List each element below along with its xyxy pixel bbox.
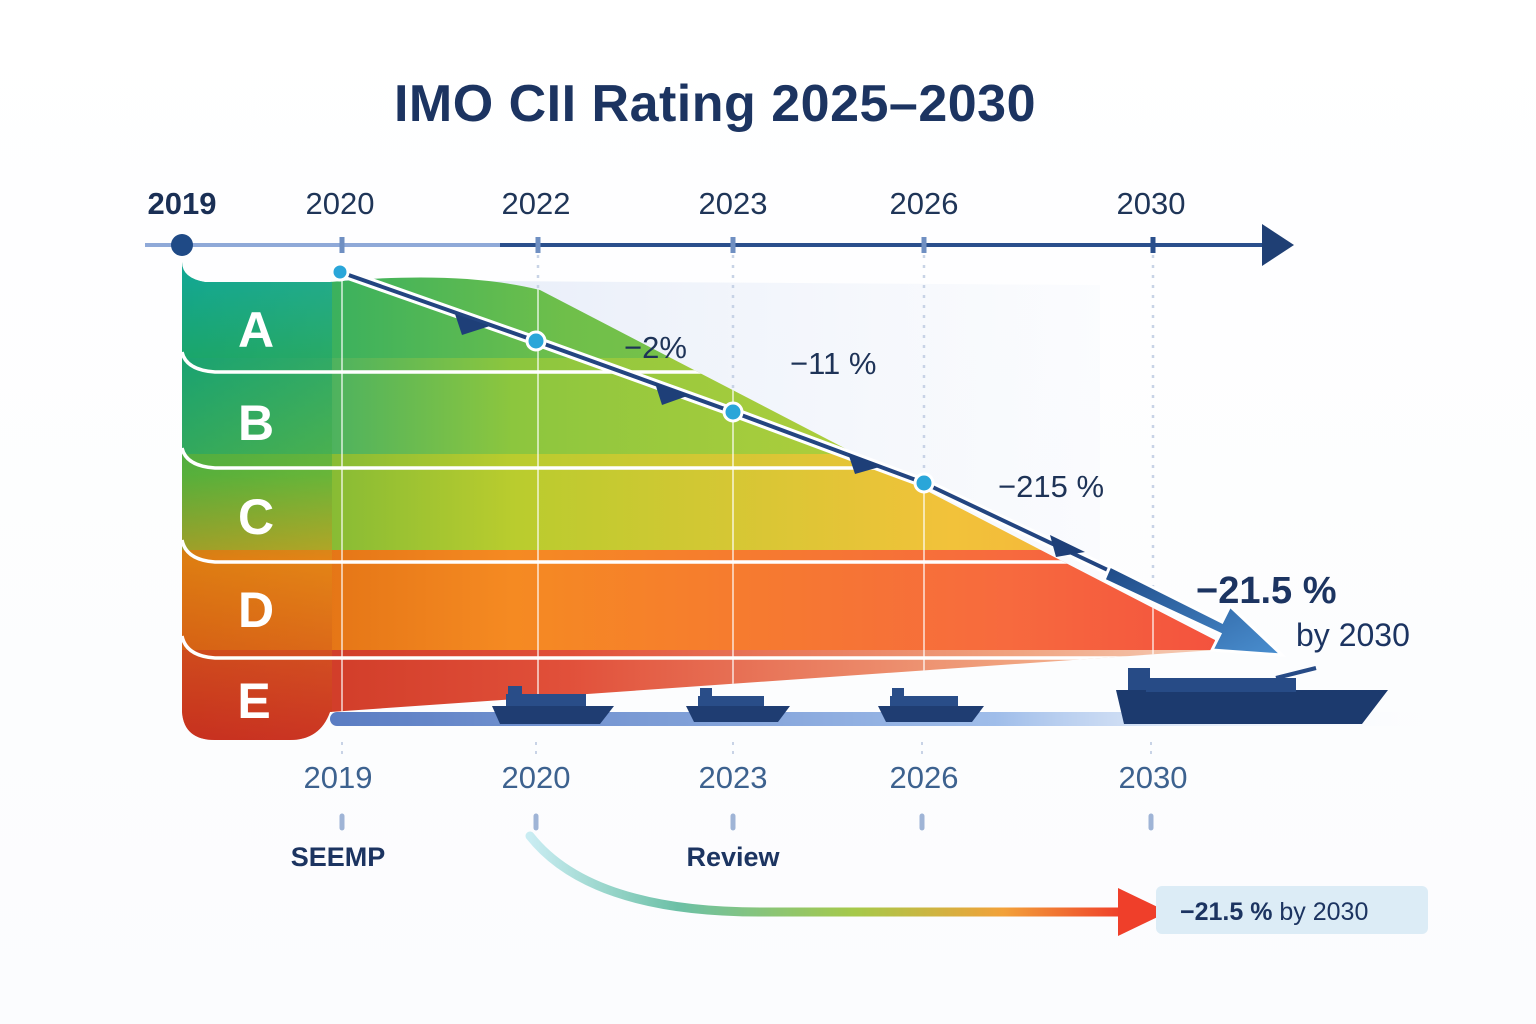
band-separators — [182, 351, 1215, 660]
ship-bridge — [700, 688, 712, 698]
ship-icon — [492, 686, 614, 724]
bottom-year-label: 2030 — [1119, 760, 1188, 795]
bottom-year-label: 2023 — [699, 760, 768, 795]
bottom-year-label: 2020 — [502, 760, 571, 795]
band-separator — [182, 635, 1215, 660]
trend-point — [330, 262, 350, 282]
trend-arrowhead — [848, 453, 883, 474]
ship-hull — [492, 706, 614, 724]
final-reduction-value: −21.5 % — [1196, 570, 1337, 612]
final-reduction-by: by 2030 — [1296, 617, 1410, 653]
final-reduction-arrow — [1102, 563, 1287, 657]
path-to-target-arrow-head — [1118, 888, 1168, 936]
top-axis-start-dot — [171, 234, 193, 256]
top-year-label: 2020 — [306, 186, 375, 221]
trend-point — [913, 472, 935, 494]
band-label-column — [182, 262, 332, 740]
bottom-guides — [341, 742, 1152, 756]
band-letter-d: D — [238, 582, 274, 638]
top-year-label: 2022 — [502, 186, 571, 221]
summary-box — [1156, 886, 1428, 934]
summary-value: −21.5 % — [1180, 898, 1272, 926]
phase-label-seemp: SEEMP — [291, 842, 386, 872]
summary-suffix: by 2030 — [1279, 898, 1368, 926]
trend-arrowhead — [1050, 535, 1085, 557]
trend-point — [722, 401, 744, 423]
bottom-year-label: 2019 — [304, 760, 373, 795]
top-year-label: 2030 — [1117, 186, 1186, 221]
band-separator — [182, 539, 1215, 564]
ship-crane — [1275, 666, 1317, 680]
ship-icon — [686, 688, 790, 722]
summary-box-text: −21.5 % by 2030 — [1180, 898, 1368, 926]
band-letter-e: E — [237, 673, 270, 729]
ship-bridge — [1128, 668, 1150, 690]
ship-hull — [686, 706, 790, 722]
ship-hull — [878, 706, 984, 722]
ship-cargo — [1146, 678, 1296, 692]
trend-points — [330, 262, 935, 494]
page-title: IMO CII Rating 2025–2030 — [393, 75, 1037, 133]
path-to-target-arrow — [525, 831, 1127, 917]
ship-bridge — [508, 686, 522, 696]
band-separator — [182, 351, 1215, 374]
ship-cargo — [506, 694, 586, 706]
reduction-label-2026: −215 % — [998, 469, 1104, 504]
band-letter-c: C — [238, 489, 274, 545]
top-axis-arrow-head — [1262, 224, 1294, 266]
trend-arrowhead — [455, 314, 490, 335]
reduction-label-2023: −11 % — [790, 346, 876, 381]
top-year-label: 2026 — [890, 186, 959, 221]
band-letter-a: A — [238, 302, 274, 358]
ship-hull — [1116, 690, 1388, 724]
ship-icon-large — [1116, 666, 1388, 724]
ship-bridge — [892, 688, 904, 698]
ship-cargo — [890, 696, 958, 706]
bottom-year-label: 2026 — [890, 760, 959, 795]
trend-arrowheads — [455, 314, 1085, 557]
ship-icon — [878, 688, 984, 722]
trend-point — [525, 330, 547, 352]
ship-cargo — [698, 696, 764, 706]
reduction-label-2022: −2% — [624, 330, 687, 365]
trend-arrowhead — [655, 383, 690, 405]
band-d — [182, 550, 1215, 650]
top-start-year-label: 2019 — [148, 186, 217, 221]
top-year-label: 2023 — [699, 186, 768, 221]
band-letter-b: B — [238, 395, 274, 451]
bottom-axis-ticks — [339, 813, 1154, 831]
phase-label-review: Review — [686, 842, 780, 872]
top-axis-ticks — [339, 237, 1156, 253]
band-separator — [182, 447, 1215, 470]
